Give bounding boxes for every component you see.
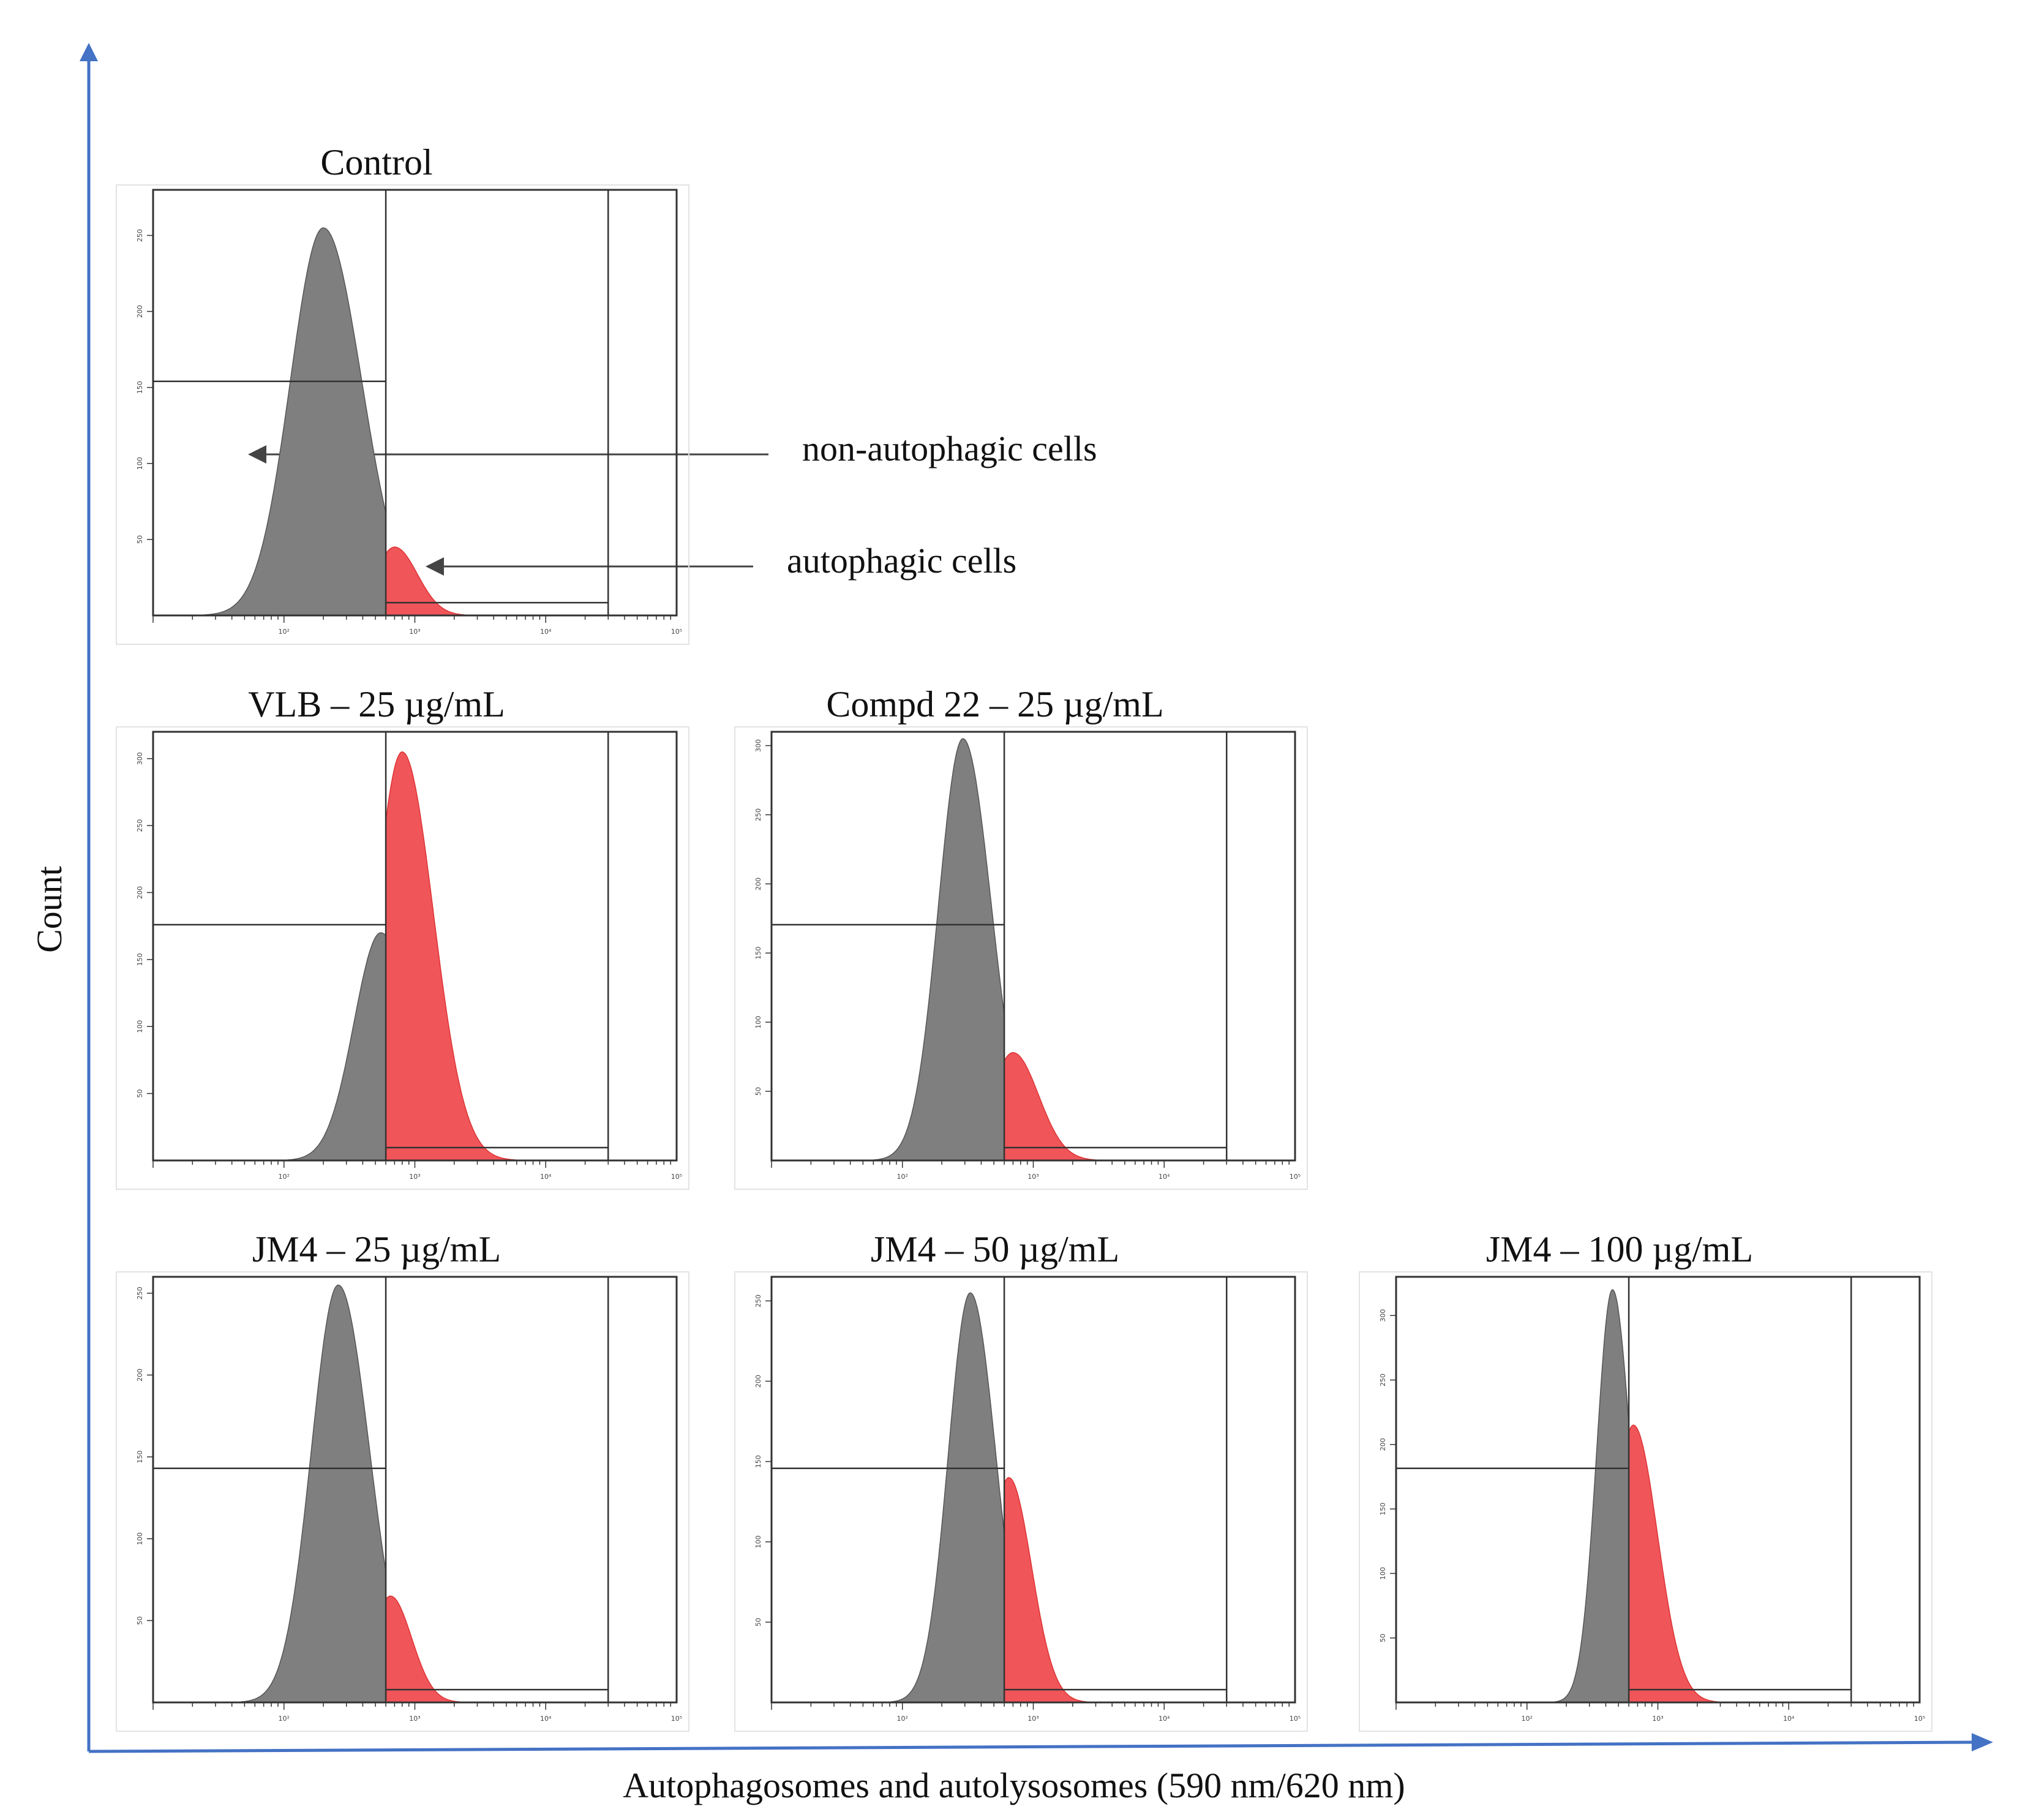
- autophagic-histogram: [1004, 1477, 1124, 1703]
- x-tick-label: 10⁴: [540, 1715, 552, 1723]
- x-tick-label: 10²: [897, 1715, 908, 1723]
- x-tick-label: 10⁵: [671, 628, 682, 636]
- y-tick-label: 200: [754, 1375, 762, 1388]
- y-tick-label: 200: [136, 1369, 144, 1382]
- y-tick-label: 150: [1379, 1503, 1387, 1516]
- y-tick-label: 200: [754, 878, 762, 890]
- x-tick-label: 10²: [1522, 1715, 1533, 1723]
- x-tick-label: 10³: [409, 1173, 420, 1181]
- y-tick-label: 100: [754, 1535, 762, 1548]
- x-tick-label: 10⁵: [671, 1715, 682, 1723]
- y-tick-label: 300: [136, 752, 144, 765]
- y-tick-label: 50: [754, 1618, 762, 1626]
- histogram-panel-2: VLB – 25 µg/mL 10² 10³ 10⁴ 10⁵ 50 100 150 200 250…: [116, 684, 689, 1190]
- panel-title: JM4 – 25 µg/mL: [252, 1229, 501, 1269]
- x-tick-label: 10⁴: [1159, 1173, 1170, 1181]
- y-tick-label: 100: [136, 457, 144, 470]
- y-tick-label: 50: [136, 535, 144, 544]
- x-tick-label: 10³: [1027, 1715, 1038, 1723]
- y-tick-label: 100: [136, 1532, 144, 1545]
- histogram-panel-5: JM4 – 50 µg/mL 10² 10³ 10⁴ 10⁵ 50 100 150 200 250: [734, 1229, 1308, 1732]
- autophagic-histogram: [1004, 1052, 1143, 1161]
- x-tick-label: 10⁴: [1783, 1715, 1795, 1723]
- panel-title: JM4 – 50 µg/mL: [871, 1229, 1119, 1269]
- y-tick-label: 300: [754, 739, 762, 752]
- y-tick-label: 250: [136, 229, 144, 242]
- y-tick-label: 250: [754, 1295, 762, 1307]
- x-tick-label: 10⁴: [540, 1173, 552, 1181]
- x-tick-label: 10³: [409, 628, 420, 636]
- x-tick-label: 10⁵: [1290, 1715, 1301, 1723]
- y-tick-label: 150: [136, 1451, 144, 1464]
- figure-x-axis-arrowhead: [1972, 1733, 1993, 1751]
- non-autophagic-histogram: [217, 1284, 386, 1703]
- x-tick-label: 10²: [897, 1173, 908, 1181]
- panel-outer-frame: [734, 1271, 1308, 1732]
- panel-outer-frame: [116, 726, 689, 1190]
- non-autophagic-label: non-autophagic cells: [802, 429, 1097, 468]
- x-tick-label: 10²: [279, 1715, 290, 1723]
- x-tick-label: 10³: [409, 1715, 420, 1723]
- autophagic-histogram: [1628, 1424, 1756, 1703]
- figure-ylabel: Count: [29, 866, 69, 953]
- figure-y-axis-arrowhead: [80, 43, 98, 61]
- y-tick-label: 150: [136, 381, 144, 394]
- y-tick-label: 200: [1379, 1438, 1387, 1451]
- y-tick-label: 50: [754, 1087, 762, 1096]
- y-tick-label: 100: [136, 1020, 144, 1033]
- non-autophagic-histogram: [1541, 1289, 1629, 1703]
- non-autophagic-histogram: [871, 1292, 1005, 1703]
- non-autophagic-histogram: [260, 932, 386, 1161]
- x-tick-label: 10³: [1652, 1715, 1663, 1723]
- x-tick-label: 10⁴: [1159, 1715, 1170, 1723]
- panel-title: JM4 – 100 µg/mL: [1486, 1229, 1753, 1269]
- panel-frame: [152, 1276, 678, 1704]
- histogram-panel-4: JM4 – 25 µg/mL 10² 10³ 10⁴ 10⁵ 50 100 150 200 250: [116, 1229, 689, 1732]
- panel-title: Compd 22 – 25 µg/mL: [826, 684, 1163, 724]
- y-tick-label: 250: [1379, 1374, 1387, 1386]
- histogram-panel-3: Compd 22 – 25 µg/mL 10² 10³ 10⁴ 10⁵ 50 100 150 2…: [734, 684, 1308, 1190]
- x-tick-label: 10³: [1027, 1173, 1038, 1181]
- x-tick-label: 10⁴: [540, 628, 552, 636]
- histogram-panel-1: Control 10² 10³ 10⁴ 10⁵ 50 100 150 200 250: [116, 142, 689, 645]
- panel-outer-frame: [734, 726, 1308, 1190]
- histogram-panel-6: JM4 – 100 µg/mL 10² 10³ 10⁴ 10⁵ 50 100 150 200 25…: [1359, 1229, 1932, 1732]
- figure-x-axis-arrow: [88, 1740, 1978, 1753]
- non-autophagic-histogram: [186, 227, 386, 616]
- y-tick-label: 100: [1379, 1567, 1387, 1580]
- autophagic-histogram: [385, 751, 561, 1161]
- y-tick-label: 100: [754, 1016, 762, 1029]
- y-tick-label: 200: [136, 886, 144, 899]
- y-tick-label: 50: [1379, 1634, 1387, 1642]
- panel-title: Control: [320, 142, 432, 182]
- y-tick-label: 200: [136, 305, 144, 318]
- panel-outer-frame: [116, 184, 689, 645]
- y-tick-label: 250: [136, 819, 144, 832]
- y-tick-label: 50: [136, 1616, 144, 1625]
- y-tick-label: 250: [136, 1287, 144, 1299]
- x-tick-label: 10⁵: [1914, 1715, 1925, 1723]
- y-tick-label: 150: [754, 947, 762, 960]
- autophagic-histogram: [385, 546, 510, 616]
- x-tick-label: 10²: [279, 628, 290, 636]
- y-tick-label: 250: [754, 808, 762, 821]
- panel-outer-frame: [1359, 1271, 1932, 1732]
- figure-xlabel: Autophagosomes and autolysosomes (590 nm…: [623, 1765, 1405, 1805]
- non-autophagic-histogram: [853, 738, 1005, 1161]
- x-tick-label: 10⁵: [671, 1173, 682, 1181]
- autophagic-histogram: [385, 1595, 498, 1703]
- y-tick-label: 150: [136, 953, 144, 966]
- autophagic-label: autophagic cells: [787, 541, 1016, 581]
- y-tick-label: 150: [754, 1455, 762, 1468]
- x-tick-label: 10²: [279, 1173, 290, 1181]
- panel-frame: [152, 189, 678, 617]
- x-tick-label: 10⁵: [1290, 1173, 1301, 1181]
- y-tick-label: 300: [1379, 1309, 1387, 1322]
- panel-title: VLB – 25 µg/mL: [248, 684, 505, 724]
- panel-outer-frame: [116, 1271, 689, 1732]
- y-tick-label: 50: [136, 1089, 144, 1098]
